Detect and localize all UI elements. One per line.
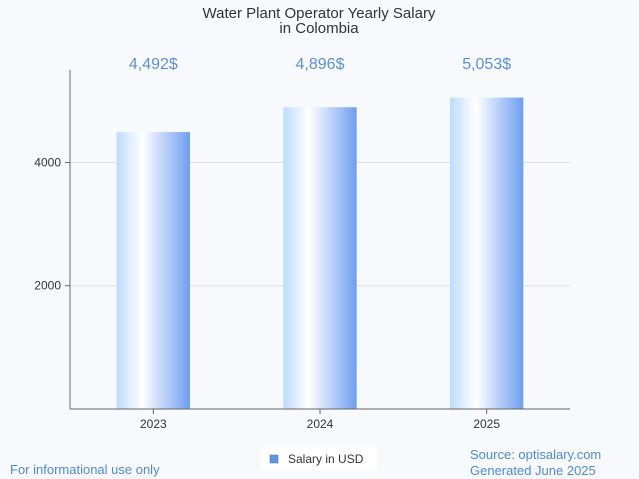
x-tick-label-2024: 2024 [307, 417, 334, 431]
data-label-2024: 4,896$ [296, 56, 345, 73]
data-labels: 4,492$ 4,896$ 5,053$ [129, 56, 511, 73]
x-tick-label-2023: 2023 [140, 417, 167, 431]
footer-source: Source: optisalary.com [470, 447, 602, 462]
data-label-2023: 4,492$ [129, 56, 178, 73]
bar-2023 [116, 132, 190, 409]
legend: Salary in USD [260, 447, 377, 471]
y-tick-label-2000: 2000 [34, 279, 61, 293]
legend-label: Salary in USD [288, 452, 364, 466]
x-tick-label-2025: 2025 [473, 417, 500, 431]
footer-source-block: Source: optisalary.com Generated June 20… [470, 447, 601, 479]
footer-generated: Generated June 2025 [470, 463, 596, 478]
bar-2024 [283, 107, 357, 409]
chart-title-line-1: Water Plant Operator Yearly Salary [203, 5, 436, 22]
chart-title-line-2: in Colombia [279, 20, 359, 37]
data-label-2025: 5,053$ [462, 56, 511, 73]
legend-background [260, 447, 377, 471]
legend-swatch [269, 454, 279, 464]
bars [116, 97, 524, 409]
tick-labels: 2000 4000 2023 2024 2025 [34, 155, 500, 431]
bar-2025 [450, 97, 524, 409]
footer-note: For informational use only [10, 462, 160, 477]
y-tick-label-4000: 4000 [34, 155, 61, 169]
